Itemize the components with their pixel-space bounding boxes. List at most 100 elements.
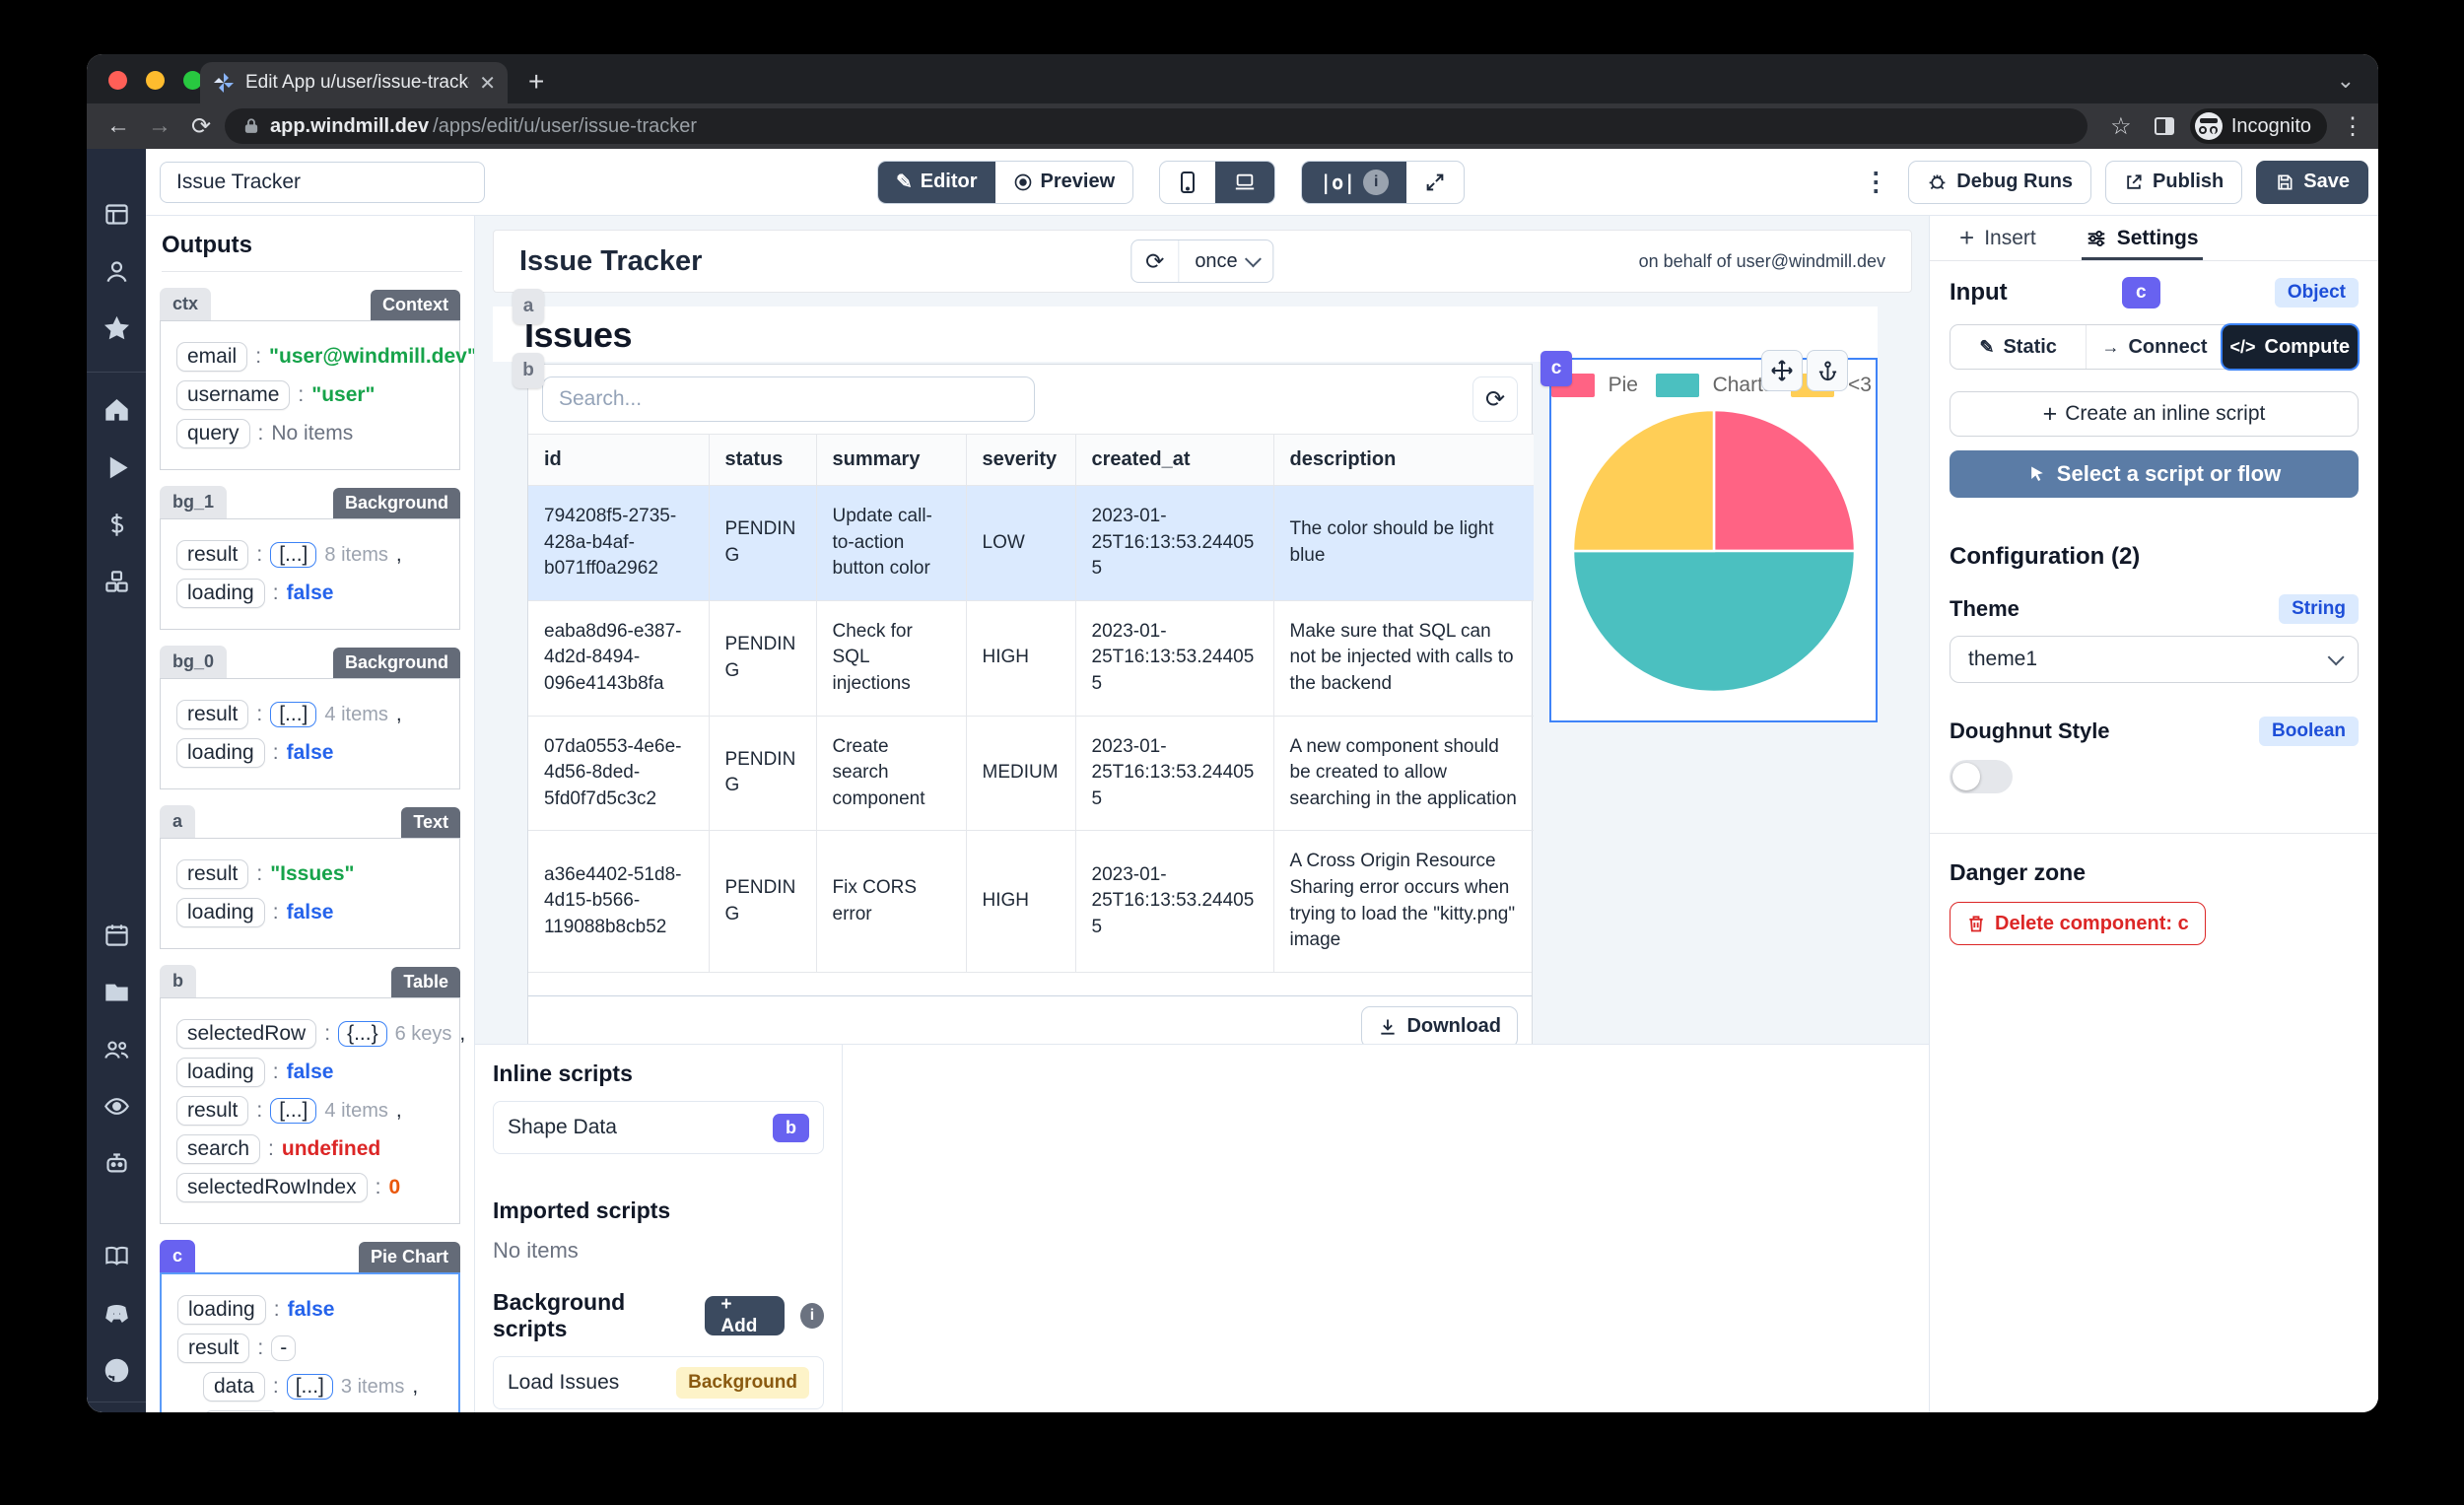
anchor-component-button[interactable] — [1807, 350, 1848, 391]
table-component-b[interactable]: b ⟳ idstatussummaryseveritycreated_atdes… — [513, 353, 1534, 1059]
output-row: result: [...] 8 items, — [176, 540, 449, 570]
create-inline-script-button[interactable]: + Create an inline script — [1950, 391, 2359, 437]
theme-select[interactable]: theme1 — [1950, 636, 2359, 683]
component-tag-a[interactable]: a — [513, 289, 544, 324]
script-item[interactable]: Load Issues Background — [493, 1356, 824, 1409]
mode-compute[interactable]: </> Compute — [2222, 325, 2358, 369]
book-icon[interactable] — [103, 1243, 130, 1274]
delete-component-button[interactable]: Delete component: c — [1950, 902, 2206, 945]
new-tab-button[interactable]: + — [528, 66, 545, 97]
select-script-or-flow-button[interactable]: Select a script or flow — [1950, 450, 2359, 498]
pie-slice-Pie[interactable] — [1712, 408, 1856, 553]
table-row[interactable]: a36e4402-51d8-4d15-b566-119088b8cb52 PEND… — [528, 830, 1534, 972]
home-icon[interactable] — [103, 397, 130, 429]
pie-slice-<3[interactable] — [1571, 408, 1715, 553]
users-icon[interactable] — [103, 1036, 130, 1067]
browser-tabstrip: Edit App u/user/issue-tracker | ✕ + ⌄ — [87, 54, 2378, 103]
mode-connect[interactable]: → Connect — [2086, 325, 2222, 369]
output-section-id[interactable]: b — [160, 965, 196, 997]
browser-tab[interactable]: Edit App u/user/issue-tracker | ✕ — [200, 62, 508, 103]
output-section-ctx[interactable]: ctx Context email: "user@windmill.dev" usern… — [160, 288, 474, 470]
fullscreen-button[interactable] — [1406, 162, 1464, 203]
table-search-input[interactable] — [542, 376, 1035, 422]
text-component-a[interactable]: a Issues — [493, 289, 1878, 362]
table-row[interactable]: 07da0553-4e6e-4d56-8ded-5fd0f7d5c3c2 PEND… — [528, 716, 1534, 831]
output-section-id[interactable]: ctx — [160, 288, 212, 320]
output-section-id[interactable]: bg_1 — [160, 486, 228, 518]
expand-bracket[interactable]: [...] — [270, 542, 317, 568]
save-button[interactable]: Save — [2256, 160, 2368, 204]
back-icon[interactable]: ← — [106, 112, 130, 139]
output-section-a[interactable]: a Text result: "Issues" loading: false — [160, 805, 460, 949]
user-icon[interactable] — [103, 258, 130, 290]
legend-swatch[interactable] — [1655, 374, 1699, 397]
cubes-icon[interactable] — [103, 569, 130, 600]
refresh-icon[interactable]: ⟳ — [1131, 240, 1180, 282]
debug-runs-button[interactable]: Debug Runs — [1908, 160, 2092, 204]
legend-label: <3 — [1848, 374, 1872, 396]
tab-insert[interactable]: + Insert — [1959, 223, 2036, 252]
alignment-info-button[interactable]: |o| i — [1302, 161, 1407, 203]
tab-search-chevron-icon[interactable]: ⌄ — [2336, 68, 2355, 93]
output-section-id[interactable]: c — [160, 1240, 196, 1272]
url-bar[interactable]: app.windmill.dev/apps/edit/u/user/issue-… — [225, 108, 2088, 144]
table-row[interactable]: 794208f5-2735-428a-b4af-b071ff0a2962 PEND… — [528, 485, 1534, 601]
calendar-icon[interactable] — [103, 922, 130, 953]
add-background-script-button[interactable]: + Add — [705, 1294, 785, 1336]
maximize-window-button[interactable] — [183, 71, 202, 90]
connect-icon: → — [2101, 336, 2120, 357]
table-row[interactable]: eaba8d96-e387-4d2d-8494-096e4143b8fa PEND… — [528, 600, 1534, 717]
tab-close-icon[interactable]: ✕ — [479, 72, 496, 95]
expand-bracket[interactable]: - — [271, 1335, 297, 1361]
tab-settings[interactable]: Settings — [2081, 216, 2203, 260]
output-section-type-badge: Background — [332, 488, 460, 518]
table-refresh-button[interactable]: ⟳ — [1472, 376, 1518, 422]
expand-bracket[interactable]: [...] — [286, 1374, 333, 1400]
forward-icon[interactable]: → — [148, 112, 171, 139]
output-row: result: "Issues" — [176, 859, 449, 889]
editor-tab[interactable]: ✎ Editor — [877, 161, 995, 203]
output-section-b[interactable]: b Table selectedRow: {...} 6 keys, loading: fa… — [160, 965, 465, 1224]
output-section-bg_1[interactable]: bg_1 Background result: [...] 8 items, loadin… — [160, 486, 460, 630]
output-section-id[interactable]: bg_0 — [160, 646, 228, 678]
output-section-id[interactable]: a — [160, 805, 196, 838]
doughnut-style-toggle[interactable] — [1950, 760, 2013, 793]
script-item[interactable]: Shape Data b — [493, 1101, 824, 1154]
mobile-view-button[interactable] — [1160, 162, 1215, 203]
dollar-icon[interactable] — [103, 512, 130, 543]
schedule-dropdown[interactable]: once — [1179, 240, 1272, 282]
reload-icon[interactable]: ⟳ — [190, 112, 212, 140]
github-icon[interactable] — [103, 1357, 130, 1389]
pie-slice-Charts[interactable] — [1571, 549, 1856, 694]
pie-chart-component-c[interactable]: c Pie Charts <3 — [1540, 350, 1878, 722]
more-menu-icon[interactable]: ⋮ — [1863, 167, 1889, 196]
preview-tab[interactable]: Preview — [995, 162, 1133, 203]
play-icon[interactable] — [103, 454, 130, 486]
mode-static[interactable]: ✎ Static — [1979, 335, 2057, 358]
discord-icon[interactable] — [103, 1300, 130, 1332]
minimize-window-button[interactable] — [146, 71, 165, 90]
apps-grid-icon[interactable] — [103, 201, 130, 233]
output-section-bg_0[interactable]: bg_0 Background result: [...] 4 items, loadin… — [160, 646, 460, 789]
download-button[interactable]: Download — [1361, 1005, 1518, 1048]
move-component-button[interactable] — [1761, 350, 1803, 391]
publish-button[interactable]: Publish — [2105, 160, 2243, 204]
expand-bracket[interactable]: {...} — [338, 1021, 387, 1047]
app-name-input[interactable] — [160, 161, 485, 203]
star-icon[interactable] — [103, 315, 130, 347]
component-tag-b[interactable]: b — [513, 353, 544, 388]
window-controls[interactable] — [108, 71, 202, 90]
output-section-c[interactable]: c Pie Chart loading: false result: - data: [...… — [160, 1240, 460, 1412]
component-tag-c[interactable]: c — [1540, 351, 1572, 386]
table-cell: 2023-01-25T16:13:53.244055 — [1074, 830, 1273, 972]
eye-icon[interactable] — [103, 1093, 130, 1125]
expand-bracket[interactable]: [...] — [270, 1098, 317, 1124]
browser-menu-icon[interactable]: ⋮ — [2341, 112, 2364, 140]
bookmark-star-icon[interactable]: ☆ — [2110, 112, 2132, 140]
desktop-view-button[interactable] — [1215, 161, 1275, 203]
side-panel-icon[interactable] — [2153, 114, 2176, 138]
close-window-button[interactable] — [108, 71, 127, 90]
expand-bracket[interactable]: [...] — [270, 702, 317, 727]
robot-icon[interactable] — [103, 1150, 130, 1182]
folder-icon[interactable] — [103, 979, 130, 1010]
